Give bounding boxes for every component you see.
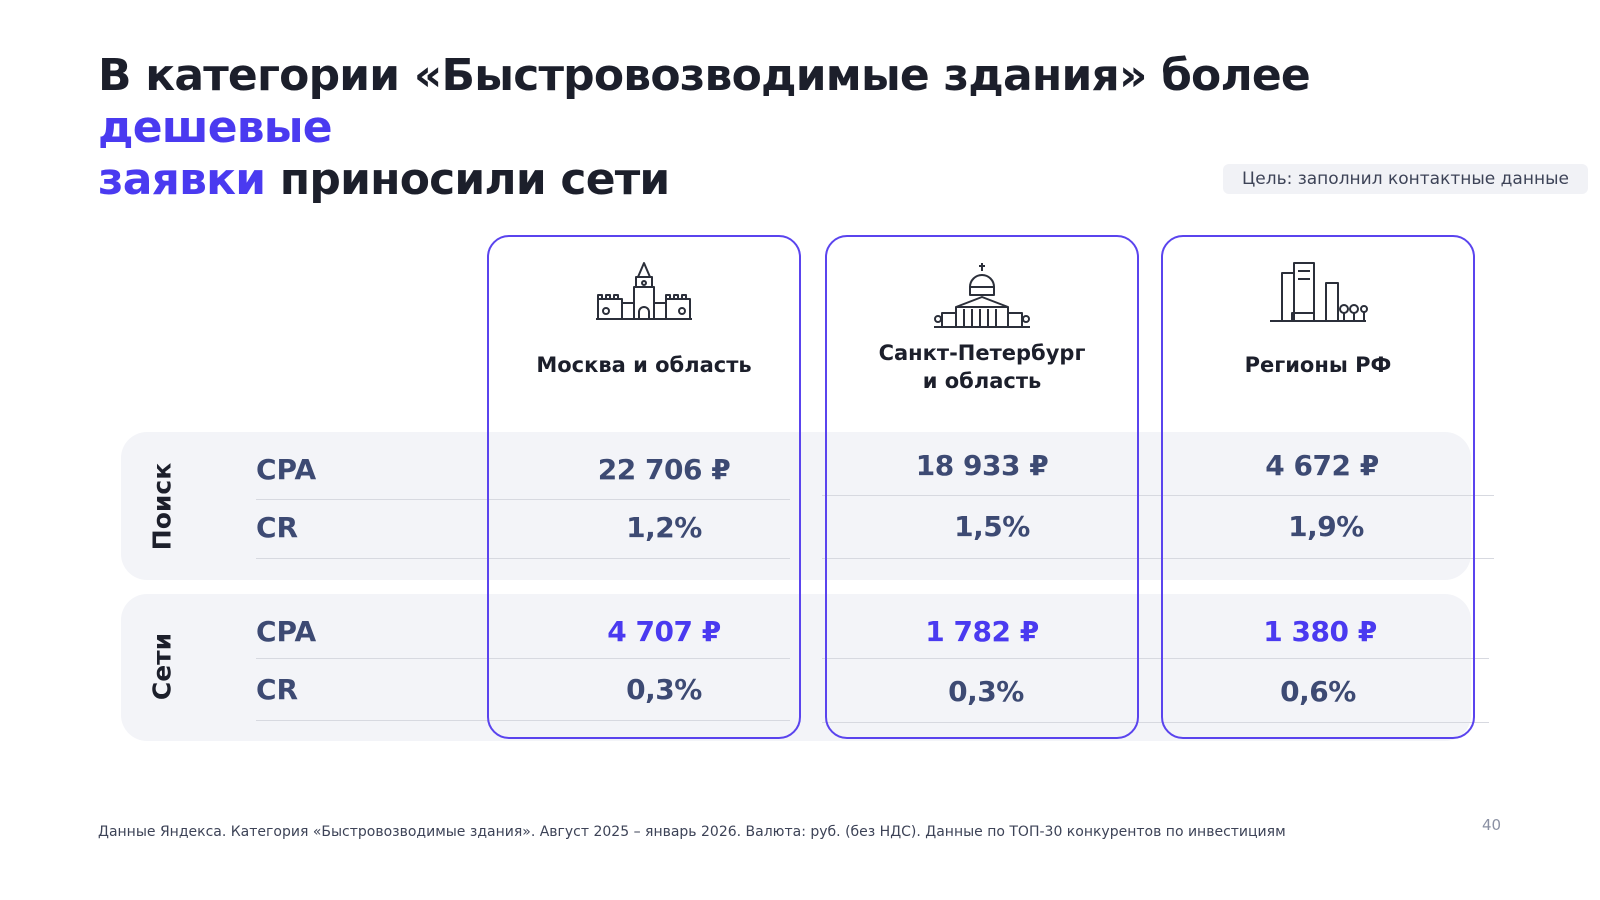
city-buildings-icon (1268, 261, 1368, 329)
value-moscow-networks-cpa: 4 707 ₽ (607, 615, 721, 648)
column-title-spb-line2: и область (922, 369, 1042, 393)
metric-label-search-cr: CR (256, 511, 299, 544)
kremlin-icon (594, 261, 694, 327)
column-title-spb-line1: Санкт-Петербург (878, 341, 1086, 365)
metric-label-search-cpa: CPA (256, 453, 317, 486)
row-divider (256, 720, 790, 721)
value-spb-search-cpa: 18 933 ₽ (915, 449, 1049, 482)
slide-title: В категории «Быстровозводимые здания» бо… (98, 50, 1538, 206)
value-regions-search-cpa: 4 672 ₽ (1265, 449, 1379, 482)
column-title-regions: Регионы РФ (1244, 353, 1392, 377)
row-divider (256, 658, 790, 659)
column-title-moscow: Москва и область (536, 353, 752, 377)
value-spb-networks-cpa: 1 782 ₽ (925, 615, 1039, 648)
metric-label-networks-cr: CR (256, 673, 299, 706)
title-accent-1: дешевые (98, 102, 333, 153)
column-regions: Регионы РФ (1161, 235, 1475, 739)
row-group-label-networks: Сети (147, 632, 177, 701)
page-number: 40 (1482, 816, 1502, 834)
value-spb-networks-cr: 0,3% (948, 675, 1024, 708)
title-part2: приносили сети (265, 154, 671, 205)
networks-band (121, 594, 1471, 741)
row-divider (256, 499, 790, 500)
search-band (121, 432, 1471, 580)
value-regions-networks-cpa: 1 380 ₽ (1263, 615, 1377, 648)
column-spb: Санкт-Петербург и область (825, 235, 1139, 739)
value-moscow-networks-cr: 0,3% (626, 673, 702, 706)
value-regions-search-cr: 1,9% (1288, 510, 1364, 543)
metric-label-networks-cpa: CPA (256, 615, 317, 648)
cathedral-icon (932, 261, 1032, 335)
row-divider (822, 495, 1494, 496)
title-accent-2: заявки (98, 154, 266, 205)
column-moscow: Москва и область (487, 235, 801, 739)
title-part1: В категории «Быстровозводимые здания» бо… (98, 50, 1311, 101)
value-moscow-search-cpa: 22 706 ₽ (597, 453, 731, 486)
row-divider (256, 558, 790, 559)
goal-badge: Цель: заполнил контактные данные (1223, 164, 1588, 194)
value-spb-search-cr: 1,5% (954, 510, 1030, 543)
value-moscow-search-cr: 1,2% (626, 511, 702, 544)
row-divider (822, 658, 1489, 659)
footer-note: Данные Яндекса. Категория «Быстровозводи… (98, 824, 1286, 840)
row-divider (822, 558, 1494, 559)
value-regions-networks-cr: 0,6% (1280, 675, 1356, 708)
row-group-label-search: Поиск (147, 462, 177, 551)
row-divider (822, 722, 1489, 723)
